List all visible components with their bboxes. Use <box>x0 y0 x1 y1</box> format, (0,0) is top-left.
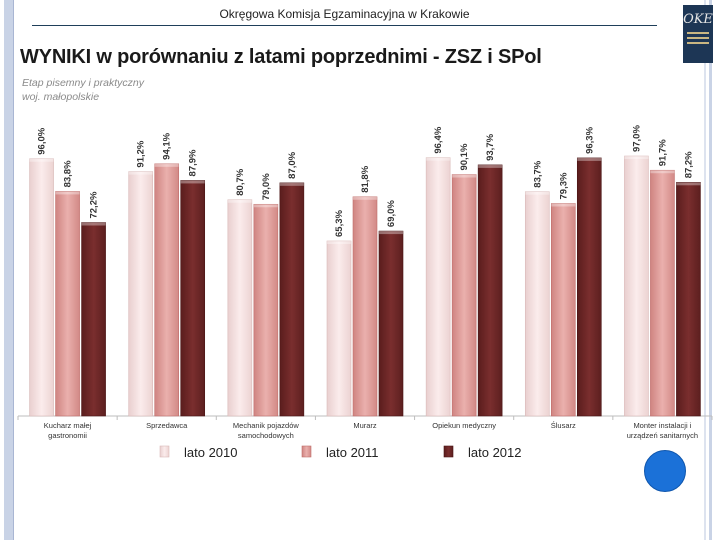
value-label-2010-0: 96,0% <box>37 127 48 154</box>
bar-2010-2 <box>227 199 253 417</box>
legend-label-2011: lato 2011 <box>326 445 379 460</box>
bar-2010-5 <box>524 191 550 417</box>
value-label-2012-2: 87,0% <box>287 151 298 178</box>
value-label-2012-5: 96,3% <box>584 126 595 153</box>
bar-highlight-2011-6 <box>650 170 675 174</box>
institution-header: Okręgowa Komisja Egzaminacyjna w Krakowi… <box>219 7 470 21</box>
value-label-2011-3: 81,8% <box>360 165 371 192</box>
value-label-2011-2: 79,0% <box>261 173 272 200</box>
value-label-2012-6: 87,2% <box>683 151 694 178</box>
category-label-2-0: Mechanik pojazdów <box>233 421 299 430</box>
header-divider <box>32 25 657 26</box>
bar-highlight-2010-2 <box>227 199 252 203</box>
category-label-5-0: Ślusarz <box>551 421 576 430</box>
value-label-2011-0: 83,8% <box>63 160 74 187</box>
category-label-0-0: Kucharz małej <box>44 421 92 430</box>
logo-label: OKE <box>683 12 713 27</box>
bar-2011-3 <box>352 196 378 417</box>
bar-highlight-2012-2 <box>279 182 304 186</box>
bar-2011-0 <box>55 191 80 417</box>
legend-swatch-2010 <box>159 445 170 458</box>
bar-highlight-2010-6 <box>624 156 649 160</box>
category-label-2-1: samochodowych <box>238 431 294 440</box>
bar-highlight-2012-5 <box>577 157 602 161</box>
bar-2011-2 <box>253 203 279 417</box>
bar-highlight-2012-6 <box>676 182 701 186</box>
legend: lato 2010 lato 2011 lato 2012 <box>159 445 522 460</box>
left-decorative-stripe <box>4 0 14 540</box>
bar-2012-3 <box>378 230 404 417</box>
bar-highlight-2010-1 <box>128 171 153 175</box>
category-label-3-0: Murarz <box>353 421 377 430</box>
oke-logo-icon: OKE <box>683 5 713 63</box>
chart-title: WYNIKI w porównaniu z latami poprzednimi… <box>20 46 542 68</box>
category-label-6-0: Monter instalacji i <box>633 421 691 430</box>
chart-subtitle: Etap pisemny i praktyczny woj. małopolsk… <box>22 76 144 104</box>
bar-highlight-2012-0 <box>81 222 106 226</box>
bar-2010-6 <box>624 155 649 417</box>
value-label-2012-1: 87,9% <box>188 149 199 176</box>
bar-highlight-2010-4 <box>426 157 451 161</box>
value-label-2010-3: 65,3% <box>334 210 345 237</box>
category-label-1-0: Sprzedawca <box>146 421 188 430</box>
subtitle-line-2: woj. małopolskie <box>22 91 100 103</box>
category-label-6-1: urządzeń sanitarnych <box>627 431 698 440</box>
right-decorative-stripe-inner <box>704 0 706 540</box>
value-label-2011-1: 94,1% <box>162 132 173 159</box>
bar-2010-0 <box>29 158 54 417</box>
bar-2010-1 <box>128 171 154 417</box>
navigation-circle-button[interactable] <box>644 450 686 492</box>
bar-highlight-2010-0 <box>29 158 54 162</box>
category-label-4-0: Opiekun medyczny <box>432 421 496 430</box>
bar-2012-2 <box>279 182 305 417</box>
bar-2011-6 <box>650 169 675 417</box>
value-label-2012-3: 69,0% <box>386 200 397 227</box>
bar-highlight-2012-4 <box>478 164 503 168</box>
value-label-2010-1: 91,2% <box>136 140 147 167</box>
bar-highlight-2011-2 <box>253 204 278 208</box>
bar-highlight-2011-3 <box>353 196 377 200</box>
logo-lines <box>687 32 709 44</box>
bar-highlight-2012-3 <box>379 231 403 235</box>
legend-label-2010: lato 2010 <box>184 445 238 460</box>
bar-2010-3 <box>326 240 352 417</box>
bar-2012-1 <box>180 180 206 417</box>
value-label-2010-4: 96,4% <box>433 126 444 153</box>
bar-highlight-2011-5 <box>551 203 576 207</box>
plot-area <box>17 415 713 420</box>
bar-highlight-2011-0 <box>55 191 80 195</box>
bar-highlight-2011-4 <box>452 174 477 178</box>
bar-2010-4 <box>425 157 451 417</box>
legend-swatch-2012 <box>443 445 454 458</box>
bar-highlight-2012-1 <box>180 180 205 184</box>
category-label-0-1: gastronomii <box>48 431 87 440</box>
value-label-2010-5: 83,7% <box>532 160 543 187</box>
subtitle-line-1: Etap pisemny i praktyczny <box>22 77 144 89</box>
bar-2011-4 <box>451 174 477 417</box>
value-label-2011-6: 91,7% <box>657 139 668 166</box>
value-label-2011-5: 79,3% <box>558 172 569 199</box>
legend-swatch-2011 <box>301 445 312 458</box>
right-decorative-stripe <box>709 0 712 540</box>
bar-highlight-2010-3 <box>327 240 351 244</box>
bar-2012-0 <box>81 222 106 417</box>
value-label-2010-2: 80,7% <box>235 168 246 195</box>
legend-label-2012: lato 2012 <box>468 445 522 460</box>
bar-2012-6 <box>676 182 701 417</box>
value-label-2012-4: 93,7% <box>485 133 496 160</box>
bar-2012-5 <box>576 157 602 417</box>
bar-2011-1 <box>154 163 180 417</box>
value-label-2011-4: 90,1% <box>459 143 470 170</box>
bar-highlight-2011-1 <box>154 163 179 167</box>
bar-2012-4 <box>477 164 503 417</box>
value-label-2010-6: 97,0% <box>631 125 642 152</box>
bar-highlight-2010-5 <box>525 191 550 195</box>
bar-2011-5 <box>550 203 576 417</box>
value-label-2012-0: 72,2% <box>89 191 100 218</box>
